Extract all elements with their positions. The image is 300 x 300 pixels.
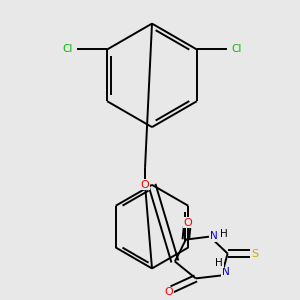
Text: H: H	[215, 258, 223, 268]
Text: N: N	[222, 267, 230, 278]
Text: Cl: Cl	[231, 44, 242, 55]
Text: O: O	[141, 180, 149, 190]
Text: S: S	[251, 248, 258, 259]
Text: H: H	[220, 229, 228, 238]
Text: O: O	[183, 218, 192, 228]
Text: Cl: Cl	[63, 44, 73, 55]
Text: N: N	[210, 231, 218, 241]
Text: O: O	[164, 287, 173, 297]
